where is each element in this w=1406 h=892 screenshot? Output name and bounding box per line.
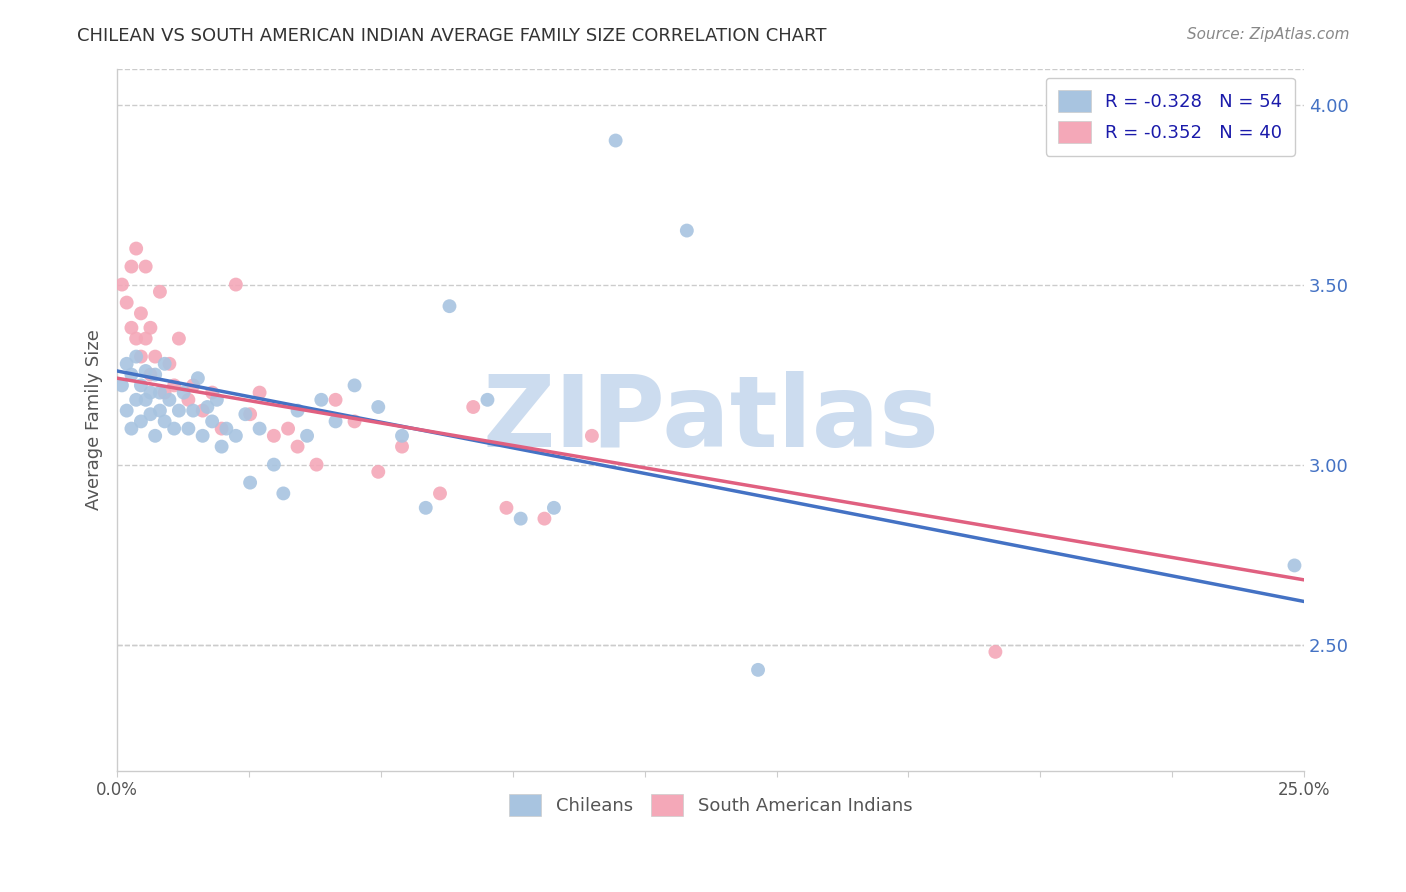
Point (153, 357, 176, 371)
Point (984, 645, 1007, 659)
Point (125, 332, 148, 346)
Point (163, 378, 186, 392)
Point (153, 385, 176, 400)
Point (143, 350, 166, 364)
Point (201, 414, 224, 428)
Point (187, 371, 209, 385)
Text: CHILEAN VS SOUTH AMERICAN INDIAN AVERAGE FAMILY SIZE CORRELATION CHART: CHILEAN VS SOUTH AMERICAN INDIAN AVERAGE… (77, 27, 827, 45)
Point (120, 320, 142, 334)
Point (211, 440, 233, 454)
Point (149, 285, 172, 299)
Point (153, 414, 176, 428)
Point (201, 385, 224, 400)
Point (367, 465, 389, 479)
Point (439, 299, 461, 313)
Point (277, 422, 299, 436)
Point (463, 400, 485, 414)
Point (173, 385, 195, 400)
Point (157, 392, 180, 407)
Point (325, 392, 347, 407)
Point (477, 392, 499, 407)
Point (287, 440, 309, 454)
Point (139, 368, 162, 382)
Point (191, 429, 214, 443)
Point (139, 320, 162, 334)
Point (415, 500, 437, 515)
Point (543, 500, 565, 515)
Point (343, 414, 366, 428)
Point (211, 422, 233, 436)
Point (325, 414, 347, 428)
Point (495, 500, 517, 515)
Point (747, 663, 769, 677)
Legend: Chileans, South American Indians: Chileans, South American Indians (499, 785, 921, 825)
Point (235, 407, 257, 421)
Point (676, 223, 699, 237)
Point (509, 511, 531, 525)
Point (239, 407, 262, 421)
Point (605, 134, 627, 148)
Text: ZIPatlas: ZIPatlas (482, 371, 939, 468)
Point (391, 429, 413, 443)
Text: Source: ZipAtlas.com: Source: ZipAtlas.com (1187, 27, 1350, 42)
Point (273, 486, 295, 500)
Point (115, 403, 138, 417)
Point (205, 392, 228, 407)
Point (249, 422, 271, 436)
Point (167, 403, 190, 417)
Point (263, 458, 285, 472)
Point (181, 403, 204, 417)
Point (343, 378, 366, 392)
Point (263, 429, 285, 443)
Point (120, 260, 142, 274)
Point (239, 475, 262, 490)
Point (135, 260, 157, 274)
Point (163, 422, 186, 436)
Point (135, 364, 157, 378)
Point (305, 458, 328, 472)
Point (533, 511, 555, 525)
Point (225, 429, 247, 443)
Point (167, 332, 190, 346)
Point (125, 350, 148, 364)
Point (125, 242, 148, 256)
Point (195, 400, 218, 414)
Point (287, 403, 309, 417)
Point (367, 400, 389, 414)
Point (139, 407, 162, 421)
Point (139, 385, 162, 400)
Point (125, 392, 148, 407)
Point (129, 306, 152, 320)
Point (249, 385, 271, 400)
Point (157, 357, 180, 371)
Point (143, 429, 166, 443)
Point (120, 422, 142, 436)
Point (391, 440, 413, 454)
Point (149, 403, 172, 417)
Point (1284, 558, 1306, 573)
Point (581, 429, 603, 443)
Point (295, 429, 318, 443)
Point (177, 392, 200, 407)
Point (181, 378, 204, 392)
Point (115, 295, 138, 310)
Point (149, 385, 172, 400)
Y-axis label: Average Family Size: Average Family Size (86, 329, 103, 510)
Point (111, 277, 134, 292)
Point (129, 378, 152, 392)
Point (215, 422, 238, 436)
Point (429, 486, 451, 500)
Point (111, 378, 134, 392)
Point (115, 357, 138, 371)
Point (135, 392, 157, 407)
Point (177, 422, 200, 436)
Point (129, 414, 152, 428)
Point (135, 332, 157, 346)
Point (120, 368, 142, 382)
Point (129, 350, 152, 364)
Point (143, 368, 166, 382)
Point (191, 403, 214, 417)
Point (311, 392, 333, 407)
Point (225, 277, 247, 292)
